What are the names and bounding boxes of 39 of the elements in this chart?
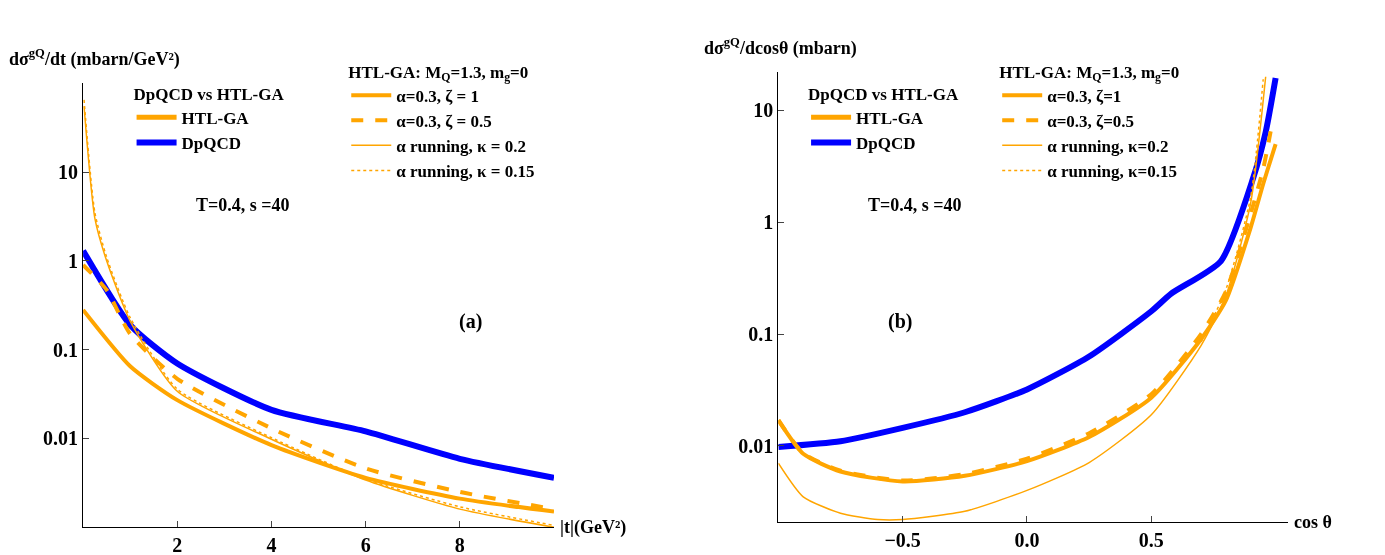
legend-label: α=0.3, ζ=0.5: [1047, 111, 1135, 131]
x-tick-label: 8: [454, 534, 465, 555]
y-tick-label: 1: [763, 211, 774, 234]
legend-label: DpQCD: [856, 134, 916, 154]
y-tick-label: 10: [753, 99, 774, 122]
y-tick-label: 10: [58, 161, 79, 184]
annotation: (a): [459, 310, 483, 333]
y-axis-title: dσ$^{gQ}$/dcosθ (mbarn): [704, 35, 857, 59]
x-tick-label: 6: [360, 534, 371, 555]
annotation: T=0.4, s =40: [196, 195, 290, 215]
text: HTL-GA: M$_{Q}$=1.3, m$_{g}$=0: [999, 62, 1180, 85]
y-tick-label: 0.01: [43, 427, 79, 450]
y-tick-label: 1: [68, 249, 79, 272]
y-axis-title: dσ$^{gQ}$/dt (mbarn/GeV²): [9, 46, 180, 70]
y-tick-label: 0.01: [738, 434, 774, 457]
legend-label: α running, κ=0.15: [1047, 162, 1177, 182]
x-tick-label: 4: [266, 534, 277, 555]
y-tick-label: 0.1: [748, 323, 774, 346]
x-tick-label: 0.0: [1014, 528, 1040, 551]
legend-label: α=0.3, ζ = 1: [396, 86, 479, 106]
legend-label: α running, κ = 0.15: [396, 162, 535, 182]
text: HTL-GA: M$_{Q}$=1.3, m$_{g}$=0: [348, 62, 529, 85]
legend-label: DpQCD: [181, 134, 242, 154]
annotation: (b): [888, 310, 913, 333]
annotation: T=0.4, s =40: [868, 195, 962, 215]
legend-label: HTL-GA: [856, 108, 924, 128]
legend-label: α=0.3, ζ=1: [1047, 86, 1122, 106]
x-axis-title: |t|(GeV²): [560, 517, 627, 538]
y-tick-label: 0.1: [53, 338, 79, 361]
text: DpQCD vs HTL-GA: [808, 84, 959, 104]
legend-label: α=0.3, ζ = 0.5: [396, 111, 492, 131]
legend-label: α running, κ = 0.2: [396, 136, 526, 156]
x-tick-label: 2: [172, 534, 183, 555]
legend-label: α running, κ=0.2: [1047, 136, 1169, 156]
x-tick-label: −0.5: [884, 528, 921, 551]
text: DpQCD vs HTL-GA: [133, 84, 284, 104]
legend-label: HTL-GA: [181, 108, 250, 128]
x-axis-title: cos θ: [1294, 512, 1332, 532]
x-tick-label: 0.5: [1138, 528, 1164, 551]
